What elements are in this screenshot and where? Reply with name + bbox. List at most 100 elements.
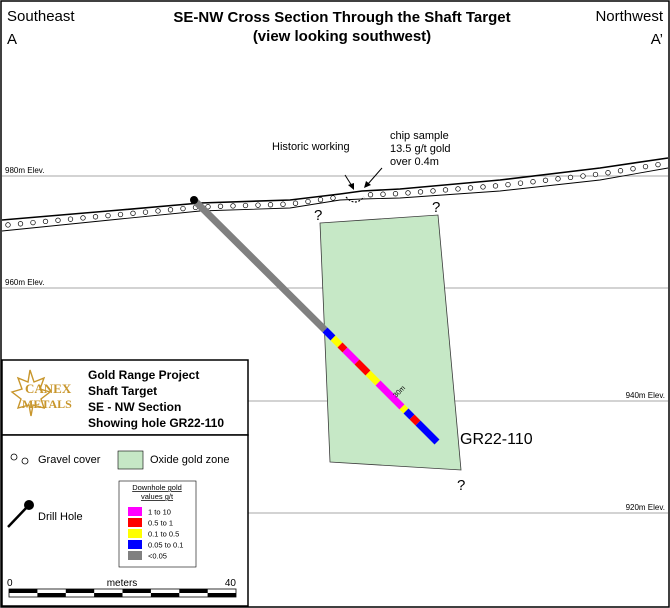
target-name: Shaft Target xyxy=(88,384,157,398)
hole-id-label: GR22-110 xyxy=(460,431,533,448)
gold-class-label: 0.5 to 1 xyxy=(148,519,173,528)
gravel-pebble xyxy=(367,192,374,198)
gravel-pebble xyxy=(580,173,586,179)
gravel-pebble xyxy=(267,202,274,208)
gravel-pebble xyxy=(92,214,99,220)
gravel-pebble xyxy=(630,166,636,172)
gravel-cover xyxy=(1,157,669,232)
hole-caption: Showing hole GR22-110 xyxy=(88,416,224,430)
gravel-pebble xyxy=(242,202,249,209)
gold-legend-title1: Downhole gold xyxy=(132,483,182,492)
drill-segment-moderate xyxy=(330,335,343,348)
gravel-pebble xyxy=(317,197,324,203)
historic-working-arrowhead xyxy=(348,183,354,190)
scale-bar-segment xyxy=(122,589,151,593)
gravel-pebble xyxy=(142,209,149,215)
elev-label-960: 960m Elev. xyxy=(5,278,44,287)
gravel-pebble xyxy=(442,187,449,193)
gravel-pebble xyxy=(430,188,436,194)
gravel-pebble xyxy=(567,174,574,181)
scale-bar-frame xyxy=(8,588,237,598)
gravel-pebble xyxy=(55,217,61,223)
gravel-pebble xyxy=(405,190,411,196)
gravel-pebble xyxy=(80,215,86,221)
gravel-pebble xyxy=(617,168,624,174)
gold-class-label: 1 to 10 xyxy=(148,508,171,517)
gravel-pebble xyxy=(380,191,386,197)
drill-segment-moderate xyxy=(399,404,409,414)
gold-class-label: 0.1 to 0.5 xyxy=(148,530,179,539)
chip-sample-line3: over 0.4m xyxy=(390,156,439,168)
drill-collar xyxy=(190,196,198,204)
gravel-pebble xyxy=(17,221,24,227)
gravel-pebble xyxy=(330,195,336,201)
gravel-pebble xyxy=(167,207,174,213)
scale-end: 40 xyxy=(225,578,237,589)
gravel-pebble xyxy=(5,222,11,228)
gravel-pebble xyxy=(517,180,524,186)
gold-class-label: 0.05 to 0.1 xyxy=(148,541,183,550)
scale-start: 0 xyxy=(7,578,13,589)
oxide-gold-zone xyxy=(319,214,462,471)
historic-working-label: Historic working xyxy=(272,141,350,153)
gravel-pebble xyxy=(455,186,461,192)
gravel-pebble xyxy=(217,203,224,209)
gravel-pebble xyxy=(555,176,561,182)
gravel-pebble xyxy=(417,189,424,195)
drill-legend-line xyxy=(7,505,29,528)
unknown-mark-zone-top-right: ? xyxy=(432,199,440,216)
project-name: Gold Range Project xyxy=(88,368,199,382)
gravel-pebble xyxy=(505,181,511,188)
gravel-pebble xyxy=(530,179,536,185)
gravel-pebble xyxy=(292,200,299,206)
topography-surface xyxy=(1,157,669,221)
scale-bar-segment xyxy=(150,593,180,597)
chip-sample-arrowhead xyxy=(364,181,371,188)
drill-segment-low-grade xyxy=(415,420,440,445)
gravel-pebble xyxy=(42,218,49,225)
drill-segment-medium xyxy=(354,359,371,376)
northwest-label: Northwest xyxy=(595,8,663,25)
scale-bar-segment xyxy=(9,589,38,593)
gold-class-swatch xyxy=(128,518,142,527)
scale-unit: meters xyxy=(107,578,138,589)
drill-segment-medium xyxy=(337,342,348,353)
drill-legend-label: Drill Hole xyxy=(38,511,83,523)
gravel-pebble xyxy=(230,203,236,209)
gold-class-swatch xyxy=(128,507,142,516)
gravel-pebble xyxy=(655,161,661,168)
gravel-legend-label: Gravel cover xyxy=(38,454,101,466)
section-end-letter: A’ xyxy=(651,31,663,48)
drill-segment-low-grade xyxy=(322,327,336,341)
gravel-pebble xyxy=(467,185,474,191)
gravel-pebble xyxy=(492,183,499,189)
chip-sample-arrow xyxy=(367,167,383,185)
gold-legend-classes: 1 to 10 0.5 to 1 0.1 to 0.5 0.05 to 0.1 <0.0… xyxy=(128,507,183,561)
gravel-pebble xyxy=(130,210,136,216)
gold-class-swatch xyxy=(128,540,142,549)
gravel-pebble xyxy=(592,171,599,178)
gravel-pebble xyxy=(480,184,486,190)
gravel-pebble xyxy=(642,163,649,170)
gold-class-swatch xyxy=(128,551,142,560)
scale-bar-segment xyxy=(65,589,95,593)
canex-logo: CANEX METALS xyxy=(10,369,72,417)
drill-segment-high xyxy=(342,347,360,365)
gravel-pebble xyxy=(305,198,311,205)
scale-bar-segment xyxy=(94,593,123,597)
diagram-subtitle: (view looking southwest) xyxy=(253,28,431,45)
maple-leaf-icon xyxy=(10,369,52,417)
elev-label-940: 940m Elev. xyxy=(626,391,665,400)
gold-legend-title2: values g/t xyxy=(141,492,174,501)
logo-text-bottom: METALS xyxy=(22,397,72,411)
drill-legend-collar xyxy=(24,500,34,510)
logo-text-top: CANEX xyxy=(25,381,72,396)
gravel-pebble xyxy=(105,212,111,219)
elev-label-980: 980m Elev. xyxy=(5,166,44,175)
diagram-title: SE-NW Cross Section Through the Shaft Ta… xyxy=(173,9,510,26)
gravel-pebbles xyxy=(5,161,661,228)
scale-bar xyxy=(8,588,237,598)
gravel-pebble xyxy=(117,211,124,218)
drill-segment-moderate xyxy=(365,370,381,386)
